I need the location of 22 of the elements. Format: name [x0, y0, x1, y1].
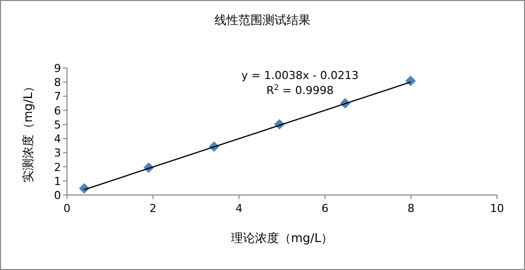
y-tick-label: 1	[54, 174, 61, 188]
chart-title: 线性范围测试结果	[214, 13, 310, 27]
y-tick-label: 8	[54, 76, 61, 90]
y-axis-title: 实测浓度（mg/L）	[21, 80, 35, 183]
point	[405, 76, 416, 86]
y-tick-label: 3	[54, 146, 61, 160]
y-tick-label: 7	[54, 90, 61, 104]
y-tick-label: 6	[54, 104, 61, 118]
x-tick-label: 8	[408, 202, 414, 215]
y-tick-label: 5	[54, 118, 61, 132]
x-tick-label: 0	[64, 202, 70, 215]
annotation: R$^{2}$ = 0.9998	[266, 82, 334, 97]
x-tick-label: 6	[322, 202, 328, 215]
y-tick-label: 9	[54, 62, 61, 75]
x-axis-title: 理论浓度（mg/L）	[230, 231, 334, 245]
x-tick-label: 4	[236, 202, 242, 215]
y-tick-label: 2	[54, 160, 61, 174]
x-tick-label: 2	[150, 202, 156, 215]
y-tick-label: 0	[54, 189, 61, 202]
y-tick-label: 4	[54, 132, 61, 146]
x-tick-label: 10	[490, 202, 504, 215]
annotation: y = 1.0038x - 0.0213	[241, 69, 359, 82]
